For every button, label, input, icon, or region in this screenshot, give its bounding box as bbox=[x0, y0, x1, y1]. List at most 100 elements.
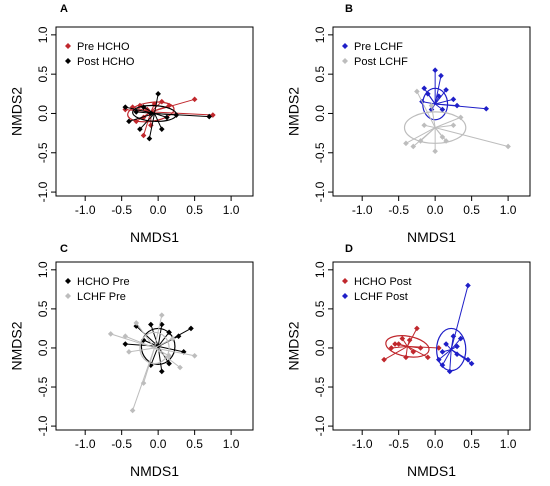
spider-line bbox=[423, 88, 436, 105]
spider-line bbox=[154, 347, 170, 357]
spider-line bbox=[435, 127, 509, 147]
y-tick-label: -0.5 bbox=[313, 142, 327, 163]
data-point bbox=[166, 360, 172, 367]
data-point bbox=[450, 122, 457, 129]
y-tick-label: 0.5 bbox=[313, 300, 327, 317]
panel-C: C -1.0 -0.5 0.0 0.5 1.0 -1.0 -0.5 0.0 0.5 1.0 NMDS1… bbox=[9, 243, 254, 479]
data-point bbox=[140, 337, 147, 343]
series-1 bbox=[381, 325, 442, 363]
y-tick-label: 0.0 bbox=[36, 105, 50, 122]
x-tick-label: -0.5 bbox=[111, 203, 132, 217]
x-tick-label: 0.0 bbox=[427, 203, 444, 217]
series-2 bbox=[122, 91, 213, 142]
data-point bbox=[392, 341, 398, 347]
data-point bbox=[483, 105, 490, 112]
series-2 bbox=[107, 312, 198, 414]
data-point bbox=[129, 407, 136, 414]
legend-label: HCHO Post bbox=[354, 276, 411, 288]
plot-frame bbox=[332, 26, 531, 197]
data-point bbox=[137, 126, 143, 132]
spider-line bbox=[416, 91, 436, 128]
data-point bbox=[122, 104, 129, 110]
x-tick-label: -1.0 bbox=[75, 437, 96, 451]
data-point bbox=[421, 85, 428, 92]
series-1 bbox=[419, 67, 490, 121]
data-point bbox=[188, 325, 194, 332]
legend-marker bbox=[342, 278, 348, 284]
legend-marker bbox=[65, 278, 71, 284]
data-point bbox=[443, 87, 449, 93]
legend-marker bbox=[65, 58, 71, 64]
spider-line bbox=[407, 345, 439, 349]
data-point bbox=[133, 320, 140, 326]
spider-line bbox=[150, 98, 195, 113]
data-point bbox=[410, 349, 417, 355]
x-tick-label: 0.5 bbox=[463, 437, 480, 451]
spider-line bbox=[154, 338, 173, 349]
data-point bbox=[210, 112, 216, 118]
x-tick-label: 0.0 bbox=[150, 437, 167, 451]
data-point bbox=[126, 118, 132, 125]
data-point bbox=[406, 337, 413, 343]
x-tick-label: 0.5 bbox=[186, 437, 203, 451]
data-point bbox=[146, 135, 153, 142]
spider-line bbox=[412, 127, 436, 147]
plot-frame bbox=[55, 261, 254, 431]
y-tick-label: -0.5 bbox=[36, 142, 50, 163]
spider-line bbox=[154, 315, 163, 349]
data-point bbox=[191, 96, 198, 103]
x-tick-label: 0.0 bbox=[427, 437, 444, 451]
data-point bbox=[403, 354, 409, 361]
spider-line bbox=[435, 124, 454, 129]
data-point bbox=[417, 138, 424, 144]
x-tick-label: -0.5 bbox=[388, 203, 409, 217]
y-tick-label: -1.0 bbox=[313, 415, 327, 436]
spider-line bbox=[157, 332, 170, 347]
data-point bbox=[148, 321, 154, 328]
spider-line bbox=[434, 75, 442, 105]
legend-label: Post HCHO bbox=[77, 56, 135, 68]
data-point bbox=[140, 380, 147, 386]
y-tick-label: 1.0 bbox=[36, 261, 50, 278]
data-point bbox=[457, 114, 464, 121]
spider-line bbox=[135, 325, 159, 347]
legend-label: Pre HCHO bbox=[77, 41, 130, 53]
data-point bbox=[133, 323, 140, 329]
spider-line bbox=[158, 345, 184, 353]
series-2 bbox=[435, 282, 475, 375]
data-point bbox=[166, 352, 172, 359]
spider-line bbox=[435, 103, 458, 107]
panel-D: D -1.0 -0.5 0.0 0.5 1.0 -1.0 -0.5 0.0 0.5 1.0 NMDS1… bbox=[286, 243, 531, 479]
data-point bbox=[443, 341, 449, 347]
data-point bbox=[428, 102, 435, 109]
legend-marker bbox=[342, 58, 348, 64]
data-point bbox=[158, 368, 165, 375]
spider-line bbox=[431, 105, 436, 128]
spider-line bbox=[450, 338, 462, 350]
legend-label: Pre LCHF bbox=[354, 41, 403, 53]
spider-line bbox=[135, 322, 155, 349]
spider-line bbox=[148, 113, 155, 139]
spider-line bbox=[391, 345, 408, 349]
spider-line bbox=[154, 112, 210, 118]
data-point bbox=[435, 345, 442, 351]
data-point bbox=[443, 138, 449, 144]
legend-label: Post LCHF bbox=[354, 56, 408, 68]
panel-A: A -1.0 -0.5 0.0 0.5 1.0 -1.0 -0.5 0.0 0.5 1.0 NMDS1… bbox=[9, 3, 254, 245]
y-tick-label: 1.0 bbox=[313, 26, 327, 43]
x-tick-label: 1.0 bbox=[500, 203, 517, 217]
data-point bbox=[414, 88, 420, 95]
y-tick-label: 0.5 bbox=[36, 65, 50, 82]
legend-marker bbox=[342, 43, 348, 49]
data-point bbox=[166, 329, 172, 336]
spider-line bbox=[143, 106, 155, 114]
data-point bbox=[107, 331, 114, 337]
y-axis-title: NMDS2 bbox=[286, 321, 302, 370]
data-point bbox=[417, 345, 424, 351]
data-point bbox=[438, 72, 444, 79]
data-point bbox=[439, 349, 446, 355]
data-point bbox=[133, 109, 140, 115]
legend: HCHO Post LCHF Post bbox=[342, 276, 411, 303]
spider-line bbox=[154, 347, 181, 368]
